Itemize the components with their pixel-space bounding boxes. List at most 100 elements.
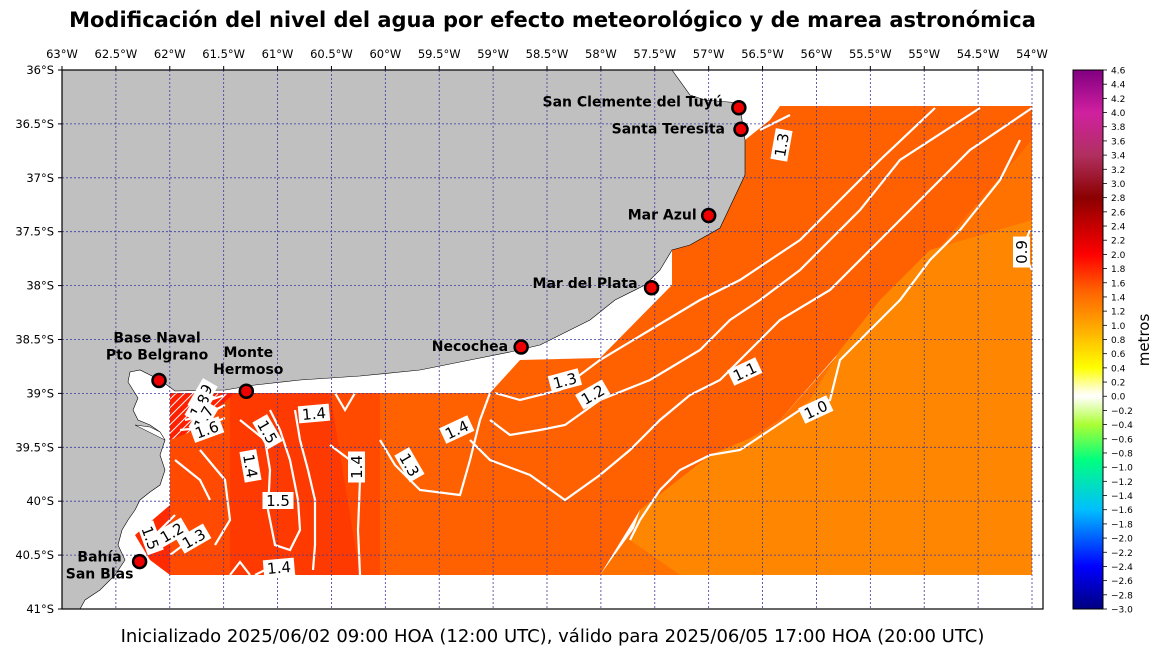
colorbar-tick-label: 2.0 [1111,251,1126,261]
colorbar-tick-label: 2.6 [1111,208,1126,218]
colorbar-tick-label: 2.2 [1111,237,1125,247]
colorbar-tick-label: 1.0 [1111,322,1126,332]
colorbar-tick-label: 3.4 [1111,152,1126,162]
station-marker [643,280,660,296]
map-title: Modificación del nivel del agua por efec… [69,8,1036,32]
station-marker [151,372,167,389]
contour-label-text: 1.3 [551,369,579,393]
colorbar-tick-label: 1.2 [1111,308,1125,318]
lon-tick-label: 58°W [585,47,617,61]
colorbar-tick-label: −1.8 [1111,520,1133,530]
station-label: Mar del Plata [533,276,638,292]
contour-label-bg [154,517,190,548]
lon-tick-label: 60°W [369,47,401,61]
contour-label: 1.4 [348,451,366,483]
lat-tick-label: 36.5°S [15,117,54,131]
colorbar-tick-label: 0.6 [1111,350,1126,360]
colorbar-tick-label: −1.6 [1111,506,1133,516]
colorbar-tick-label: 3.8 [1111,123,1126,133]
contour-label-bg [137,520,164,556]
colorbar-tick-label: 2.8 [1111,194,1126,204]
contour-label: 0.9 [1013,236,1031,268]
contour-label-text: 0.9 [1013,240,1031,264]
station-label: Pto Belgrano [106,347,209,363]
station-marker [700,207,717,224]
bay-inlet [134,424,166,441]
colorbar-tick-label: 2.4 [1111,223,1126,233]
contour-label-bg [547,368,583,393]
contour-label-bg [252,414,283,450]
map-subtitle: Inicializado 2025/06/02 09:00 HOA (12:00… [120,626,985,647]
lon-tick-label: 62°W [154,47,186,61]
lat-tick-label: 39°S [26,386,54,400]
lat-tick-label: 40.5°S [15,548,54,562]
station-label: Mar Azul [628,208,697,224]
station-markers: San Clemente del Tuyú Santa Teresita Mar A… [66,95,749,583]
station-label: Santa Teresita [612,121,725,137]
station-marker [731,99,747,116]
colorbar-tick-label: 1.4 [1111,293,1126,303]
station-label: San Clemente del Tuyú [543,95,723,111]
station-label: Monte [223,345,273,361]
lon-tick-label: 61.5°W [202,47,245,61]
lat-tick-label: 40°S [26,494,54,508]
colorbar-tick-label: −2.0 [1111,535,1133,545]
lat-tick-label: 38.5°S [15,333,54,347]
colorbar-tick-label: 0.4 [1111,364,1126,374]
contour-label-text: 1.3 [771,132,793,159]
lon-tick-label: 56°W [801,47,833,61]
colorbar-tick-label: 4.6 [1111,67,1126,77]
colorbar-tick-labels: 4.6 4.4 4.2 4.0 3.8 3.6 3.4 3.2 3.0 2.8 2.6 2.4 2.2 2… [1103,67,1133,616]
station-marker [733,121,749,138]
colorbar-tick-label: 3.6 [1111,137,1126,147]
station-label: Hermoso [213,362,284,378]
colorbar-tick-label: 4.4 [1111,81,1126,91]
contour-label-bg [394,447,425,483]
station-marker [238,383,255,399]
contour-label-text: 1.5 [266,492,290,510]
colorbar-tick-label: 0.8 [1111,336,1126,346]
contour-label-bg [575,379,611,410]
colorbar-tick-label: −0.2 [1111,407,1133,417]
field-region-high [380,106,1032,575]
contour-label: 1.4 [297,403,331,424]
contour-label: 1.4 [239,449,262,483]
colorbar-label: metros [1135,314,1153,367]
contour-label-bg [770,128,793,162]
contour-label-bg [297,403,331,424]
colorbar-tick-label: 4.0 [1111,109,1126,119]
colorbar-tick-label: −0.4 [1111,421,1133,431]
lon-tick-label: 55°W [908,47,940,61]
lon-tick-label: 60.5°W [310,47,353,61]
lat-tick-label: 41°S [26,602,54,616]
lon-tick-label: 59°W [477,47,509,61]
contour-label-text: 1.4 [348,455,366,479]
contour-label: 1.5 [262,492,294,510]
colorbar-tick-label: −2.4 [1111,563,1133,573]
graticule [62,70,1043,609]
colorbar-tick-label: −2.6 [1111,577,1133,587]
station-label: Bahía [77,550,121,566]
lon-tick-label: 56.5°W [741,47,784,61]
contour-label-bg [262,492,294,509]
contour-label-text: 1.4 [266,558,291,578]
contour-label-bg [1013,236,1030,268]
colorbar-tick-label: −1.0 [1111,464,1133,474]
contour-label-bg [176,523,212,554]
contour-label-bg [184,388,215,424]
longitude-tick-labels: 63°W 62.5°W 62°W 61.5°W 61°W 60.5°W 60°W 59.5°W… [46,47,1048,70]
colorbar-tick-label: −1.2 [1111,478,1133,488]
contour-label-bg [798,395,834,424]
lon-tick-label: 54°W [1016,47,1048,61]
contour-label-bg [727,357,763,386]
colorbar [1072,69,1104,610]
contour-label-bg [439,415,475,444]
colorbar-tick-label: 3.2 [1111,166,1125,176]
lat-tick-label: 39.5°S [15,440,54,454]
colorbar-tick-label: −0.8 [1111,449,1133,459]
colorbar-tick-label: 1.8 [1111,265,1126,275]
colorbar-tick-label: −0.6 [1111,435,1133,445]
colorbar-tick-label: −3.0 [1111,606,1133,616]
contour-label: 1.3 [547,368,583,393]
